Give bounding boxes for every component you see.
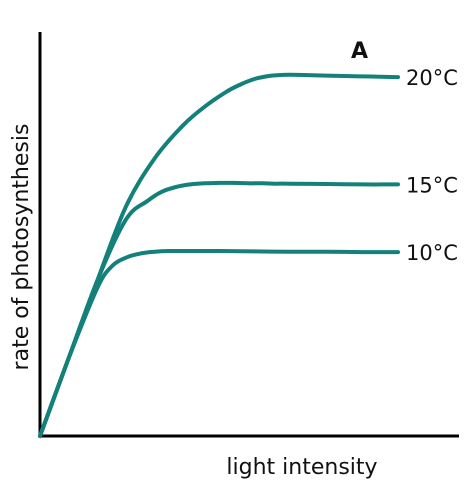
annotation-a: A [351,39,368,64]
series-line-0 [38,72,400,438]
series-label-1: 15°C [406,173,458,197]
series-label-2: 10°C [406,241,458,265]
series-layer: 20°C 15°C 10°C [38,66,458,438]
series-label-0: 20°C [406,66,458,90]
series-line-1 [38,180,400,438]
y-axis-label: rate of photosynthesis [9,124,34,371]
series-line-2 [38,248,400,438]
x-axis-label: light intensity [226,455,377,480]
